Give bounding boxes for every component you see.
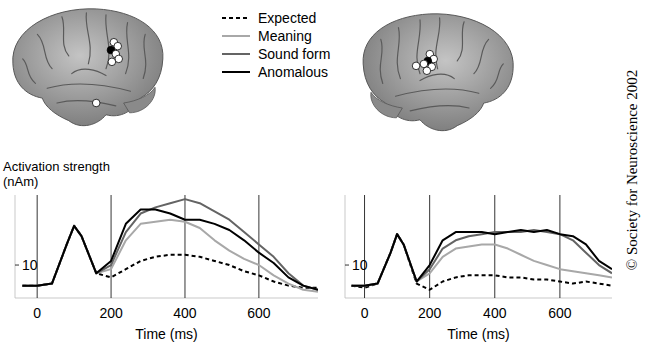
x-tick-label: 0 [361, 305, 369, 321]
y-axis-title: Activation strength(nAm) [3, 159, 110, 189]
series-line [22, 199, 318, 290]
y-axis-line [15, 195, 16, 298]
sulcus [86, 13, 90, 64]
sulcus [47, 84, 130, 91]
sulcus [62, 17, 69, 56]
y-tick-label: 10 [22, 257, 38, 273]
sulcus [380, 39, 383, 83]
legend-swatch [222, 71, 250, 73]
sulcus [474, 39, 489, 73]
x-tick-label: 200 [418, 305, 442, 321]
y-axis-line [345, 195, 346, 298]
x-tick-label: 600 [247, 305, 271, 321]
x-axis-title: Time (ms) [447, 326, 509, 342]
x-grid-line [494, 195, 495, 298]
series-line [352, 234, 612, 286]
x-tick-label: 200 [99, 305, 123, 321]
series-line [352, 230, 612, 286]
sulcus [23, 59, 36, 84]
legend-label: Meaning [258, 28, 312, 44]
series-group [352, 230, 612, 290]
legend-label: Sound form [258, 46, 330, 62]
source-dot [108, 58, 116, 66]
source-dot [92, 99, 100, 107]
legend-swatch [222, 17, 250, 19]
sulcus [126, 23, 129, 74]
brain-outline [13, 9, 163, 126]
x-axis-title: Time (ms) [135, 326, 197, 342]
brain [363, 14, 513, 131]
sulcus [491, 64, 504, 89]
y-tick [345, 265, 349, 266]
sulcus [72, 69, 106, 75]
brain [13, 9, 163, 126]
source-dot [420, 60, 428, 68]
legend-swatch [222, 53, 250, 55]
x-grid-line [258, 195, 259, 298]
x-tick-label: 600 [548, 305, 572, 321]
sulcus [396, 89, 479, 96]
series-line [352, 234, 612, 290]
source-dot [423, 67, 431, 75]
y-tick [15, 265, 19, 266]
figure: © Society for Neuroscience 2002 0 200 400 60… [0, 0, 645, 348]
legend-label: Expected [258, 10, 316, 26]
y-tick-label: 10 [352, 257, 368, 273]
sulcus [143, 34, 146, 78]
legend-label: Anomalous [258, 64, 328, 80]
sulcus [420, 74, 454, 80]
panel: 0 200 400 600 10 Time (ms) Activation strength… [3, 159, 318, 342]
source-dot [115, 55, 123, 63]
x-grid-line [184, 195, 185, 298]
series-line [22, 209, 318, 289]
x-grid-line [37, 195, 38, 298]
legend: Expected Meaning Sound form Anomalous [222, 10, 330, 80]
source-dot [412, 62, 420, 70]
series-line [352, 230, 612, 286]
x-tick-label: 400 [173, 305, 197, 321]
x-axis-line [15, 298, 318, 299]
series-group [22, 199, 318, 292]
panel: 0 200 400 600 10 Time (ms) [345, 195, 612, 342]
x-tick-label: 0 [33, 305, 41, 321]
brain-outline [363, 14, 513, 131]
sulcus [410, 105, 469, 110]
sulcus [57, 100, 116, 105]
x-axis-line [345, 298, 612, 299]
x-tick-label: 400 [483, 305, 507, 321]
sulcus [457, 22, 464, 61]
y-axis-title-line: Activation strength [3, 159, 110, 174]
x-grid-line [111, 195, 112, 298]
x-grid-line [429, 195, 430, 298]
sulcus [397, 28, 400, 79]
source-dot [114, 42, 122, 50]
legend-swatch [222, 35, 250, 37]
x-grid-line [364, 195, 365, 298]
sulcus [37, 34, 52, 68]
y-axis-title-line: (nAm) [3, 174, 38, 189]
credit: © Society for Neuroscience 2002 [624, 70, 640, 271]
